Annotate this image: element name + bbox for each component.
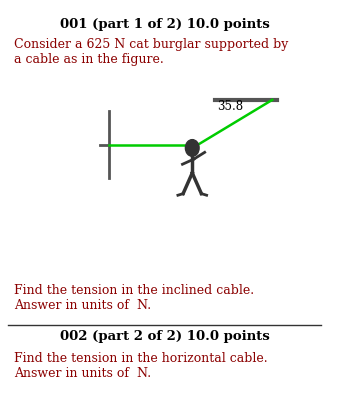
- Text: Find the tension in the inclined cable.
Answer in units of  N.: Find the tension in the inclined cable. …: [15, 284, 255, 312]
- Text: 002 (part 2 of 2) 10.0 points: 002 (part 2 of 2) 10.0 points: [60, 330, 270, 343]
- Text: 001 (part 1 of 2) 10.0 points: 001 (part 1 of 2) 10.0 points: [60, 18, 270, 31]
- Text: 35.8: 35.8: [217, 100, 244, 114]
- Text: Consider a 625 N cat burglar supported by
a cable as in the figure.: Consider a 625 N cat burglar supported b…: [15, 38, 289, 66]
- Text: Find the tension in the horizontal cable.
Answer in units of  N.: Find the tension in the horizontal cable…: [15, 352, 268, 380]
- Ellipse shape: [185, 140, 199, 156]
